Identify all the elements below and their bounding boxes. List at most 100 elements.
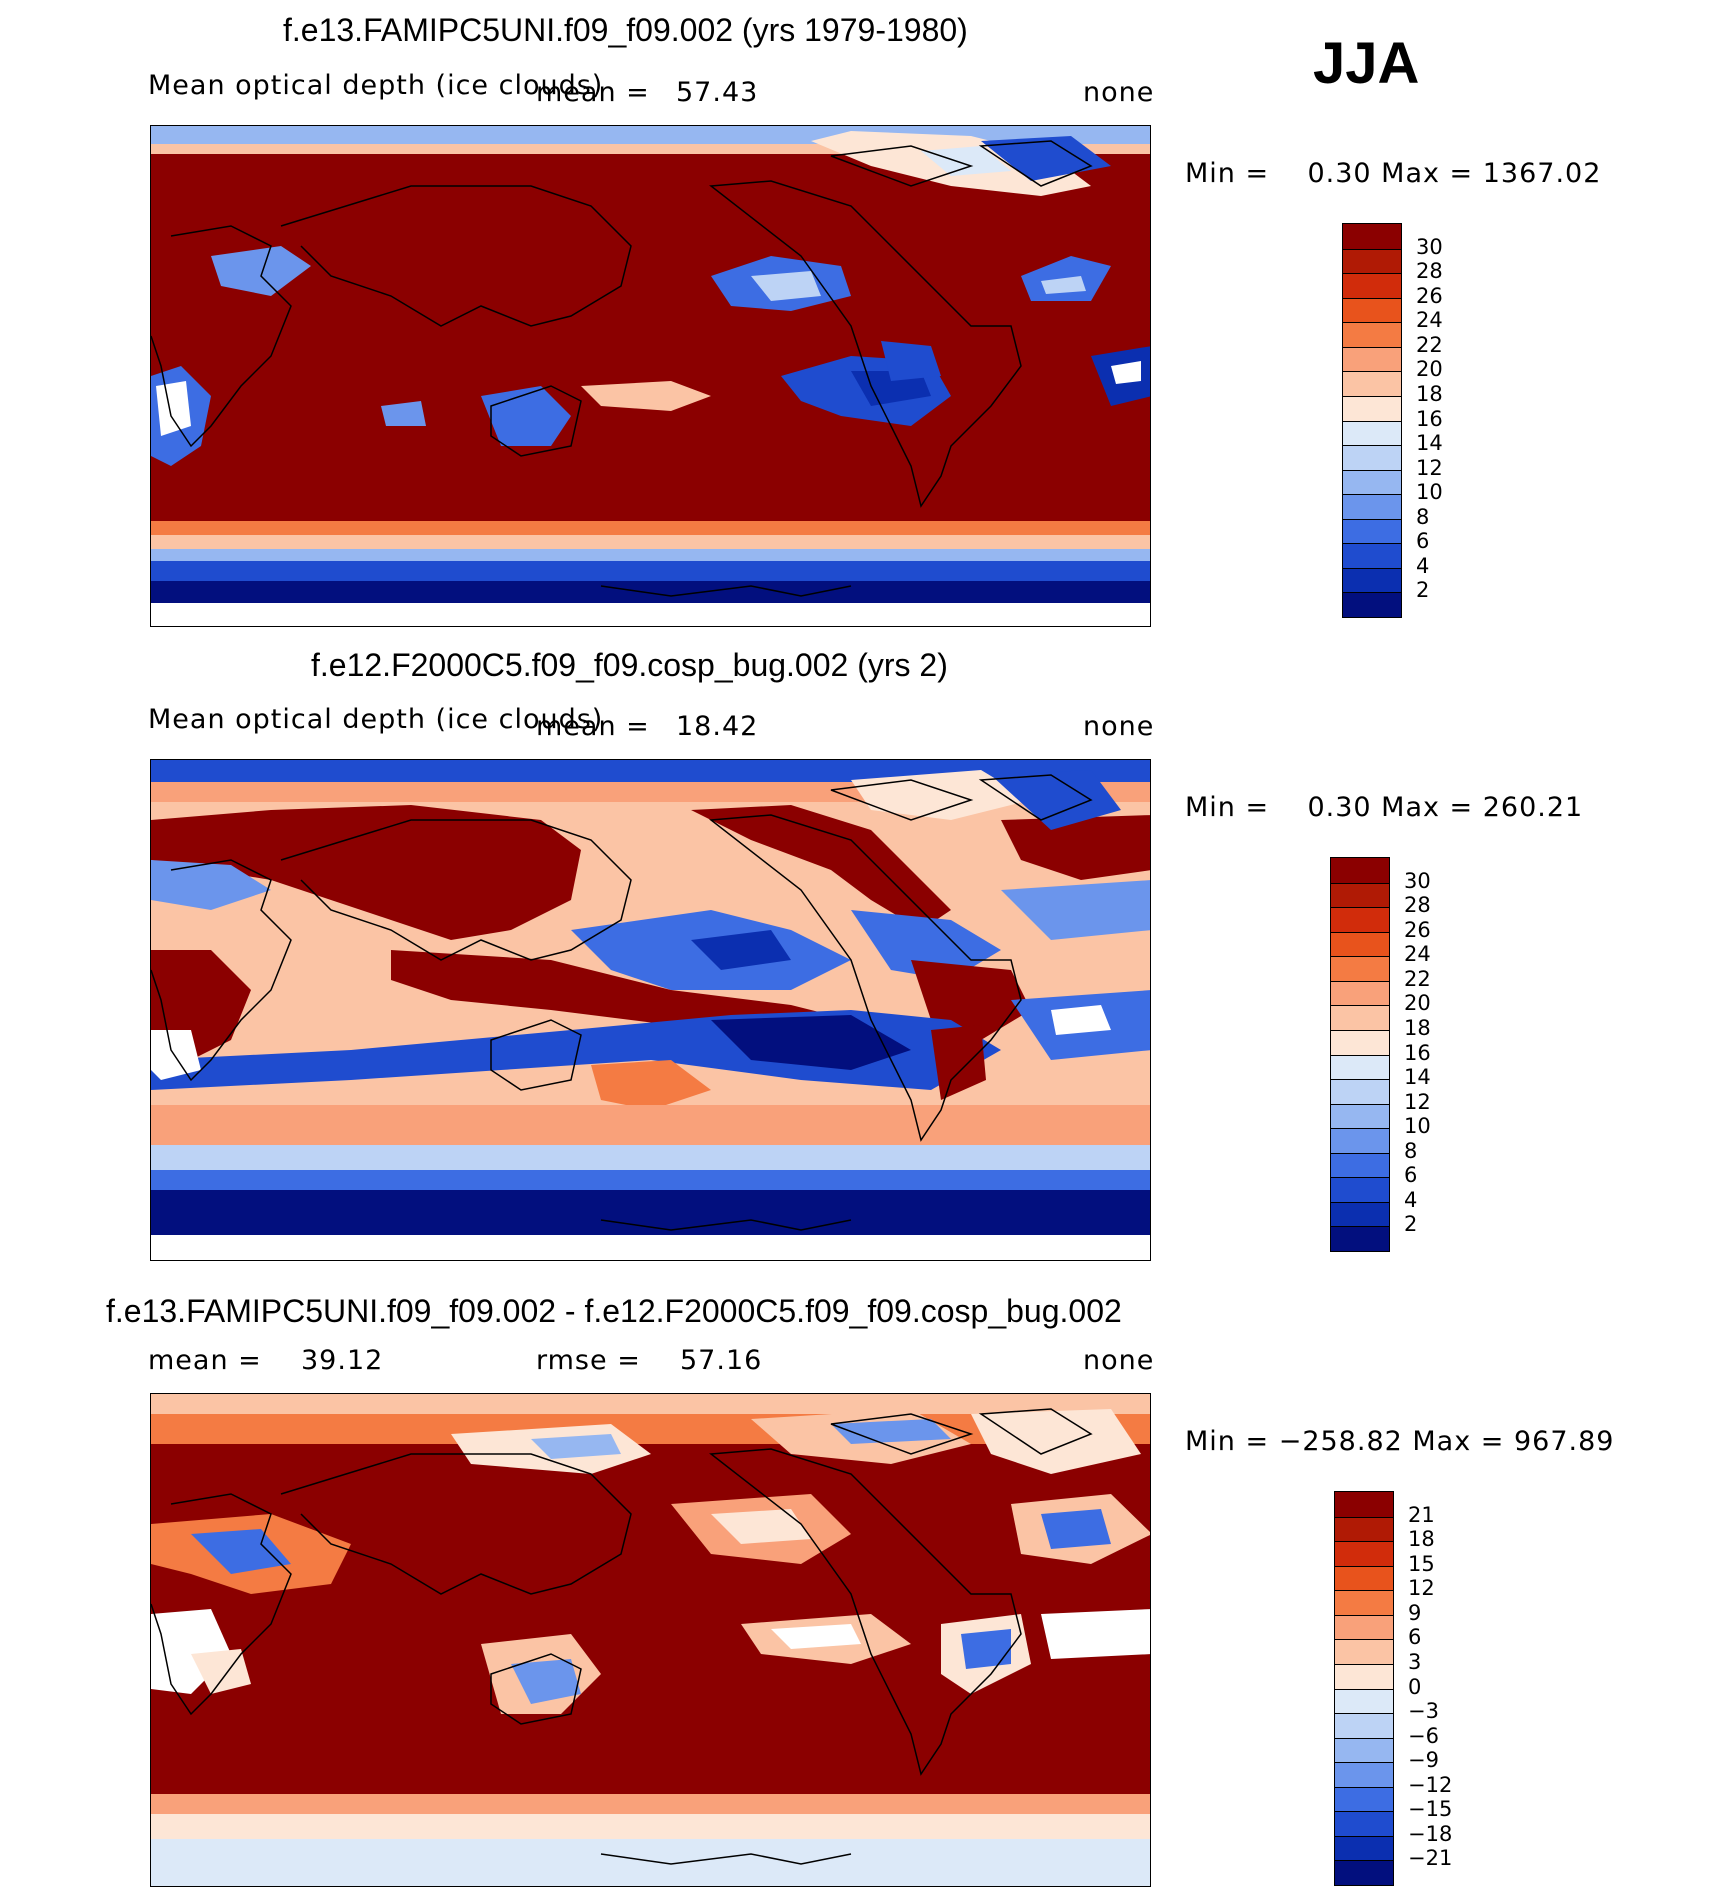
colorbar-segment <box>1335 1786 1393 1812</box>
colorbar-segment <box>1331 1128 1389 1153</box>
panel-3-rmse-value: 57.16 <box>680 1345 763 1376</box>
colorbar-segment <box>1335 1811 1393 1836</box>
panel-3-mean-value: 39.12 <box>301 1345 384 1376</box>
colorbar-segment <box>1335 1516 1393 1542</box>
colorbar-tick-label: −3 <box>1408 1699 1439 1724</box>
colorbar-tick-label: 3 <box>1408 1649 1422 1674</box>
colorbar-segment <box>1343 543 1401 568</box>
panel-3-mean-label: mean = <box>148 1345 262 1376</box>
colorbar-segment <box>1343 567 1401 593</box>
panel-3-map <box>150 1393 1151 1887</box>
colorbar-tick-label: 12 <box>1416 455 1443 480</box>
colorbar-tick-label: 15 <box>1408 1551 1435 1576</box>
colorbar-tick-label: 6 <box>1404 1163 1418 1188</box>
panel-2-title: f.e12.F2000C5.f09_f09.cosp_bug.002 (yrs … <box>311 647 948 683</box>
colorbar-tick-label: 28 <box>1404 893 1431 918</box>
colorbar-tick-label: 12 <box>1404 1089 1431 1114</box>
panel-2-mean-value: 18.42 <box>676 711 759 742</box>
panel-1-title: f.e13.FAMIPC5UNI.f09_f09.002 (yrs 1979-1… <box>283 12 968 48</box>
colorbar-tick-label: 24 <box>1416 308 1443 333</box>
colorbar-tick-label: 8 <box>1404 1138 1418 1163</box>
colorbar-tick-label: 16 <box>1404 1040 1431 1065</box>
colorbar-tick-label: 26 <box>1416 283 1443 308</box>
panel-1-minmax: Min = 0.30 Max = 1367.02 <box>1185 158 1602 189</box>
colorbar-tick-label: 6 <box>1408 1625 1422 1650</box>
colorbar-segment <box>1331 1226 1389 1251</box>
panel-3-units: none <box>1083 1345 1155 1376</box>
colorbar-segment <box>1331 858 1389 883</box>
colorbar-segment <box>1343 395 1401 421</box>
colorbar-segment <box>1343 445 1401 470</box>
colorbar-segment <box>1335 1639 1393 1664</box>
panel-2-map <box>150 759 1151 1261</box>
panel-1-map <box>150 125 1151 627</box>
colorbar-tick-label: −12 <box>1408 1772 1453 1797</box>
colorbar-tick-label: 22 <box>1416 332 1443 357</box>
colorbar-tick-label: 30 <box>1416 234 1443 259</box>
panel-2-colorbar <box>1330 857 1390 1252</box>
panel-2-mean-label: mean = <box>536 711 650 742</box>
colorbar-segment <box>1331 907 1389 932</box>
colorbar-tick-label: 22 <box>1404 966 1431 991</box>
panel-2-variable-label: Mean optical depth (ice clouds) <box>148 704 604 735</box>
colorbar-tick-label: −21 <box>1408 1846 1453 1871</box>
colorbar-segment <box>1343 248 1401 274</box>
colorbar-tick-label: 2 <box>1404 1212 1418 1237</box>
panel-3-minmax: Min = −258.82 Max = 967.89 <box>1185 1426 1615 1457</box>
colorbar-segment <box>1331 1152 1389 1178</box>
colorbar-tick-label: 0 <box>1408 1674 1422 1699</box>
colorbar-tick-label: 30 <box>1404 868 1431 893</box>
colorbar-segment <box>1331 1177 1389 1202</box>
colorbar-tick-label: −15 <box>1408 1797 1453 1822</box>
colorbar-tick-label: 21 <box>1408 1502 1435 1527</box>
colorbar-segment <box>1331 882 1389 908</box>
colorbar-segment <box>1335 1835 1393 1861</box>
colorbar-segment <box>1335 1565 1393 1591</box>
colorbar-tick-label: 10 <box>1404 1114 1431 1139</box>
panel-1-variable-label: Mean optical depth (ice clouds) <box>148 70 604 101</box>
colorbar-tick-label: 4 <box>1416 553 1430 578</box>
colorbar-tick-label: 8 <box>1416 504 1430 529</box>
panel-2-map-field <box>151 760 1150 1260</box>
colorbar-tick-label: 14 <box>1404 1065 1431 1090</box>
colorbar-segment <box>1343 371 1401 396</box>
colorbar-segment <box>1331 1079 1389 1104</box>
colorbar-tick-label: 24 <box>1404 942 1431 967</box>
colorbar-segment <box>1335 1663 1393 1689</box>
colorbar-segment <box>1335 1688 1393 1714</box>
colorbar-segment <box>1335 1737 1393 1763</box>
colorbar-tick-label: 18 <box>1416 381 1443 406</box>
colorbar-segment <box>1343 297 1401 323</box>
panel-3-map-field <box>151 1394 1150 1886</box>
colorbar-segment <box>1343 469 1401 495</box>
colorbar-segment <box>1331 1103 1389 1129</box>
colorbar-segment <box>1335 1614 1393 1640</box>
colorbar-segment <box>1343 494 1401 519</box>
panel-1-units: none <box>1083 77 1155 108</box>
colorbar-tick-label: −6 <box>1408 1723 1439 1748</box>
season-label: JJA <box>1313 31 1420 96</box>
colorbar-tick-label: 2 <box>1416 578 1430 603</box>
colorbar-segment <box>1343 420 1401 446</box>
colorbar-segment <box>1335 1590 1393 1615</box>
colorbar-segment <box>1331 931 1389 957</box>
colorbar-tick-label: 18 <box>1404 1015 1431 1040</box>
colorbar-tick-label: 26 <box>1404 917 1431 942</box>
colorbar-tick-label: 28 <box>1416 259 1443 284</box>
colorbar-segment <box>1343 346 1401 372</box>
colorbar-segment <box>1331 956 1389 981</box>
panel-3-title: f.e13.FAMIPC5UNI.f09_f09.002 - f.e12.F20… <box>106 1293 1122 1329</box>
colorbar-segment <box>1343 322 1401 347</box>
colorbar-tick-label: 9 <box>1408 1600 1422 1625</box>
colorbar-segment <box>1331 1201 1389 1227</box>
colorbar-segment <box>1331 1005 1389 1030</box>
colorbar-segment <box>1331 980 1389 1006</box>
colorbar-tick-label: 14 <box>1416 431 1443 456</box>
colorbar-segment <box>1335 1541 1393 1566</box>
colorbar-tick-label: 12 <box>1408 1576 1435 1601</box>
colorbar-tick-label: −9 <box>1408 1748 1439 1773</box>
colorbar-tick-label: 6 <box>1416 529 1430 554</box>
panel-1-mean-value: 57.43 <box>676 77 759 108</box>
colorbar-tick-label: 20 <box>1416 357 1443 382</box>
colorbar-tick-label: 10 <box>1416 480 1443 505</box>
